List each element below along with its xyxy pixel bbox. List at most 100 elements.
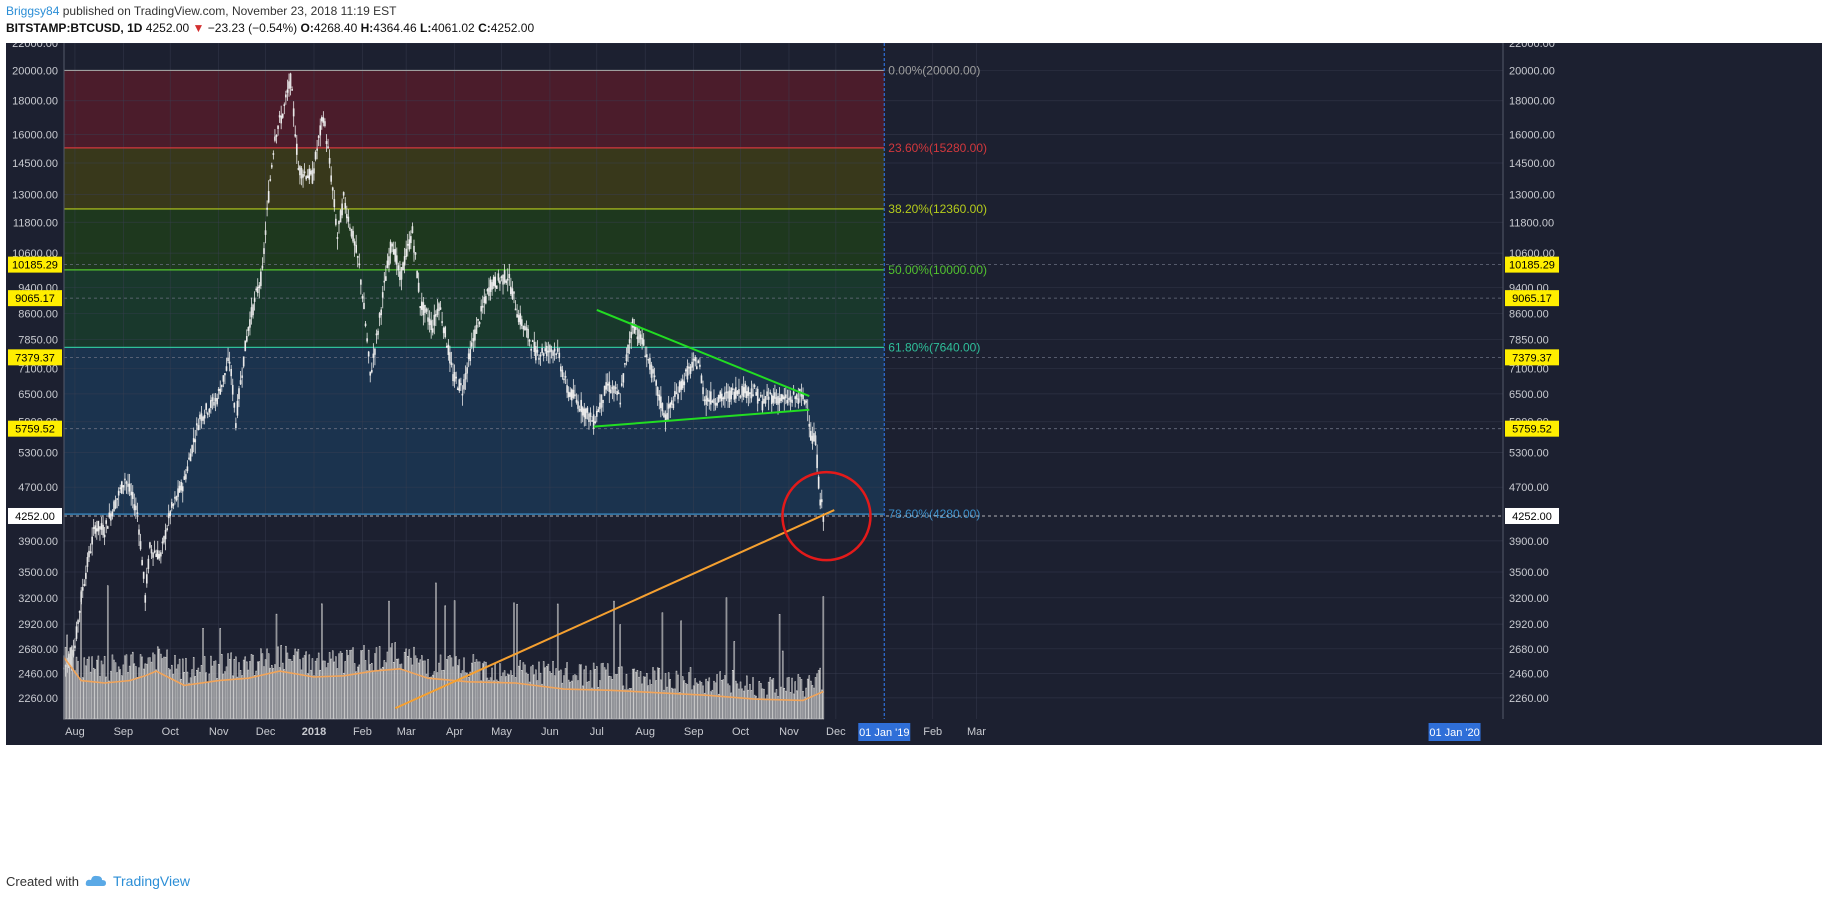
volume-bar <box>202 628 204 720</box>
volume-bar <box>683 680 686 720</box>
volume-bar <box>205 672 207 720</box>
candle-body <box>366 338 368 342</box>
y-tick-right: 2260.00 <box>1509 693 1549 705</box>
y-tick-right: 3900.00 <box>1509 536 1549 548</box>
y-tick-right: 11800.00 <box>1509 217 1554 229</box>
candle-body <box>653 375 656 378</box>
candle-body <box>235 423 237 429</box>
candle-body <box>88 550 90 558</box>
volume-bar <box>531 664 534 720</box>
candle-body <box>544 348 547 352</box>
volume-bar <box>710 691 712 720</box>
trendline-triangle-lower[interactable] <box>593 408 810 428</box>
candle-body <box>791 399 793 403</box>
candle-body <box>433 314 436 326</box>
volume-bar <box>385 662 387 720</box>
candle-body <box>311 170 314 184</box>
candle-body <box>505 280 507 284</box>
circle-annotation[interactable] <box>781 470 872 562</box>
candle-body <box>385 276 387 281</box>
candle-body <box>705 395 707 405</box>
volume-bar <box>391 643 393 720</box>
price-chart[interactable]: 0.00%(20000.00) 23.60%(15280.00) 38.20%(12… <box>6 43 1822 871</box>
y-tick-left: 11800.00 <box>13 217 58 229</box>
candle-body <box>686 366 689 380</box>
candle-body <box>588 413 590 422</box>
candle-body <box>425 308 428 312</box>
candle-body <box>166 528 168 531</box>
author-link[interactable]: Briggsy84 <box>6 4 60 18</box>
candle-body <box>563 378 565 381</box>
candle-body <box>555 353 557 356</box>
candle-body <box>610 389 612 394</box>
volume-bar <box>278 667 281 720</box>
candle-body <box>197 425 200 431</box>
candle-body <box>322 117 325 123</box>
volume-bar <box>169 669 172 720</box>
volume-bar <box>788 677 790 720</box>
volume-bar <box>428 677 431 720</box>
close-value: 4252.00 <box>490 21 535 35</box>
candle-body <box>689 366 692 374</box>
volume-bar <box>424 660 426 720</box>
volume-bar <box>455 656 457 720</box>
candle-body <box>545 345 548 357</box>
volume-bar <box>281 662 284 720</box>
candle-body <box>788 397 790 401</box>
candle-body <box>408 239 411 250</box>
volume-bar <box>269 667 272 720</box>
candle-body <box>597 409 600 413</box>
candle-body <box>405 248 407 258</box>
volume-bar <box>381 666 384 720</box>
fib-label-5: 78.60%(4280.00) <box>888 507 980 521</box>
volume-bar <box>447 656 450 720</box>
volume-bar <box>253 675 256 720</box>
candle-body <box>388 256 390 266</box>
candle-body <box>506 278 509 281</box>
candle-body <box>272 153 275 155</box>
y-tick-left: 20000.00 <box>12 65 58 77</box>
candle-body <box>810 430 812 441</box>
volume-bar <box>760 683 762 720</box>
candle-body <box>302 174 304 178</box>
volume-bar <box>152 652 154 720</box>
volume-bar <box>533 674 536 720</box>
candle-body <box>449 352 451 364</box>
trendline-triangle-upper[interactable] <box>596 309 810 398</box>
volume-bar <box>555 668 557 720</box>
candle-body <box>367 351 370 357</box>
tradingview-brand-link[interactable]: TradingView <box>112 873 191 889</box>
candle-body <box>711 400 714 403</box>
volume-bar <box>744 685 746 720</box>
candle-body <box>114 499 117 509</box>
candle-body <box>189 453 192 462</box>
ohlc-bar: BITSTAMP:BTCUSD, 1D 4252.00 ▼ −23.23 (−0… <box>6 21 534 35</box>
volume-bar <box>514 677 517 720</box>
candle-body <box>720 393 723 402</box>
candle-body <box>633 325 636 334</box>
candle-body <box>680 380 682 390</box>
trendline-long-support[interactable] <box>394 509 835 710</box>
candle-body <box>241 375 243 378</box>
volume-bar <box>536 680 539 720</box>
volume-bar <box>121 675 123 720</box>
volume-bar <box>469 671 472 720</box>
candle-body <box>122 485 125 488</box>
volume-bar <box>336 668 339 720</box>
volume-bar <box>389 647 392 720</box>
candle-body <box>622 373 625 383</box>
volume-bar <box>208 673 211 720</box>
volume-bar <box>456 665 459 720</box>
candle-body <box>164 530 167 540</box>
volume-bar <box>153 654 156 720</box>
candle-body <box>483 296 486 304</box>
candle-body <box>427 317 429 322</box>
volume-bar <box>761 688 764 720</box>
candle-body <box>447 344 450 356</box>
candle-body <box>147 558 150 569</box>
candle-body <box>467 353 470 360</box>
candle-body <box>547 350 550 353</box>
volume-bar <box>135 666 137 720</box>
candle-body <box>561 369 564 378</box>
x-tick-label: Dec <box>826 726 846 738</box>
